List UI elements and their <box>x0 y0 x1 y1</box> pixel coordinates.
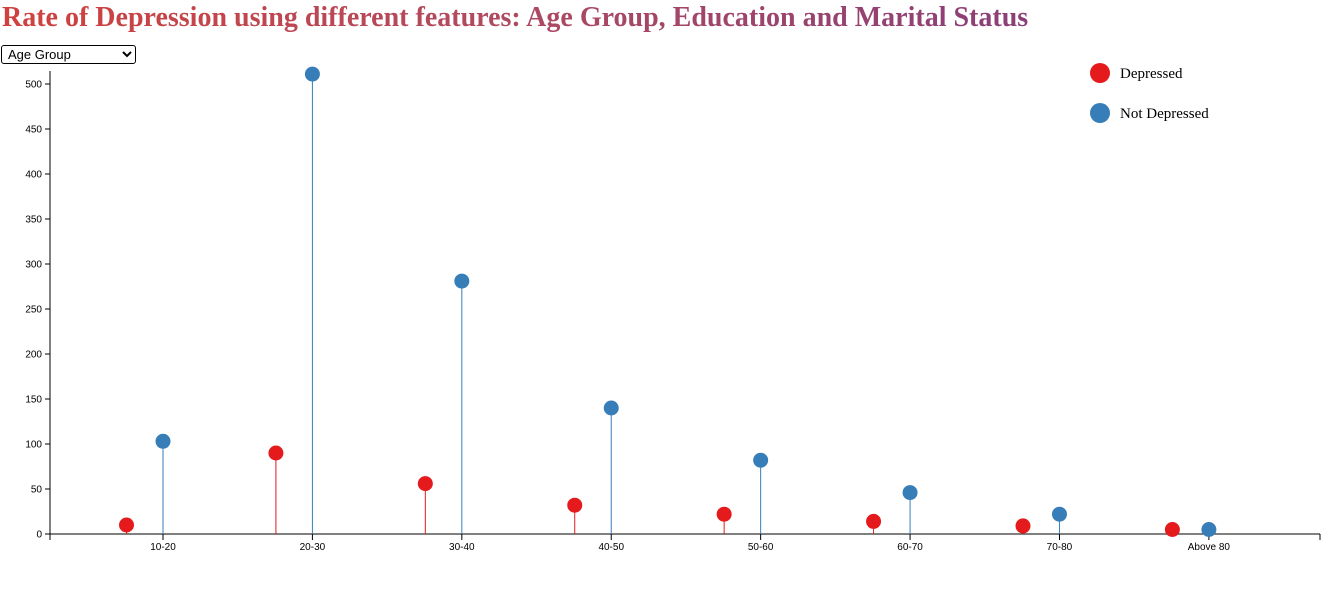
y-tick-label: 200 <box>25 350 42 361</box>
x-axis: 10-20 20-30 30-40 40-50 50-60 60-70 70-80 Above… <box>49 533 1321 553</box>
lollipop-point <box>567 497 583 513</box>
x-tick-label: Above 80 <box>1188 542 1231 553</box>
legend-label: Depressed <box>1120 66 1183 82</box>
y-tick-label: 250 <box>25 305 42 316</box>
lollipop-point <box>902 485 918 501</box>
lollipop-point <box>1164 522 1180 537</box>
feature-select[interactable]: Age Group <box>1 45 136 64</box>
y-tick-label: 150 <box>25 395 42 406</box>
lollipop-point <box>603 400 619 416</box>
y-tick-label: 300 <box>25 260 42 271</box>
lollipop-point <box>866 513 882 529</box>
y-tick-label: 450 <box>25 125 42 136</box>
y-tick-label: 100 <box>25 440 42 451</box>
lollipop-point <box>155 433 171 449</box>
x-tick-label: 10-20 <box>150 542 176 553</box>
lollipop-point <box>304 66 320 82</box>
x-tick-label: 40-50 <box>598 542 624 553</box>
legend-label: Not Depressed <box>1120 106 1209 122</box>
y-tick-label: 350 <box>25 215 42 226</box>
lollipop-point <box>268 445 284 461</box>
lollipop-point <box>753 452 769 468</box>
lollipop-point <box>1201 522 1217 537</box>
x-tick-label: 30-40 <box>449 542 475 553</box>
y-tick-label: 0 <box>36 530 42 541</box>
lollipop-point <box>454 273 470 289</box>
page-title: Rate of Depression using different featu… <box>2 2 1029 33</box>
legend-swatch <box>1090 103 1110 123</box>
y-tick-label: 500 <box>25 80 42 91</box>
x-tick-label: 20-30 <box>300 542 326 553</box>
y-axis: 0 50 100 150 200 250 300 350 400 450 500 <box>25 71 51 541</box>
lollipop-point <box>417 476 433 492</box>
lollipop-point <box>716 506 732 522</box>
legend: Depressed Not Depressed <box>1090 63 1209 123</box>
lollipop-point <box>1015 518 1031 534</box>
chart-marks <box>119 66 1217 537</box>
lollipop-point <box>1051 506 1067 522</box>
legend-swatch <box>1090 63 1110 83</box>
y-tick-label: 50 <box>31 485 43 496</box>
x-tick-label: 50-60 <box>748 542 774 553</box>
lollipop-point <box>119 517 134 533</box>
y-tick-label: 400 <box>25 170 42 181</box>
x-tick-label: 60-70 <box>897 542 923 553</box>
x-tick-label: 70-80 <box>1047 542 1073 553</box>
